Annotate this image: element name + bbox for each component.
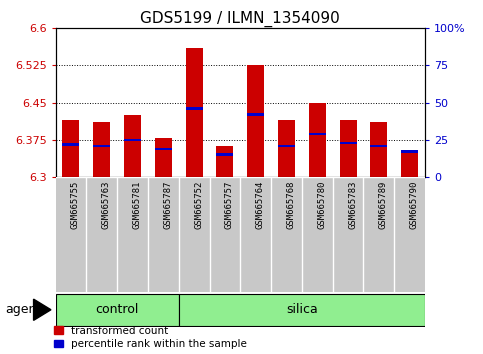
Bar	[401, 150, 418, 177]
Text: GSM665757: GSM665757	[225, 181, 234, 229]
Bar	[185, 48, 202, 177]
Text: silica: silica	[286, 303, 318, 315]
Bar	[93, 144, 110, 147]
Text: GSM665790: GSM665790	[410, 181, 419, 229]
Legend: transformed count, percentile rank within the sample: transformed count, percentile rank withi…	[54, 326, 247, 349]
Text: GSM665763: GSM665763	[102, 181, 111, 229]
Bar	[309, 133, 326, 135]
Bar	[155, 148, 172, 150]
Bar	[401, 150, 418, 153]
Bar	[278, 144, 295, 147]
Bar	[247, 113, 264, 116]
Bar	[62, 120, 79, 177]
Bar	[216, 146, 233, 177]
Text: control: control	[96, 303, 139, 315]
Text: GSM665768: GSM665768	[286, 181, 296, 229]
Text: GSM665783: GSM665783	[348, 181, 357, 229]
Bar	[62, 143, 79, 145]
Bar	[124, 139, 141, 141]
Bar	[340, 142, 356, 144]
Bar	[340, 120, 356, 177]
Bar	[93, 122, 110, 177]
Polygon shape	[34, 299, 51, 320]
Title: GDS5199 / ILMN_1354090: GDS5199 / ILMN_1354090	[141, 11, 340, 27]
FancyBboxPatch shape	[56, 294, 179, 326]
Text: GSM665789: GSM665789	[379, 181, 388, 229]
Bar	[216, 153, 233, 156]
Text: GSM665764: GSM665764	[256, 181, 265, 229]
Bar	[278, 120, 295, 177]
Bar	[185, 107, 202, 110]
Bar	[124, 115, 141, 177]
Bar	[309, 103, 326, 177]
Text: GSM665752: GSM665752	[194, 181, 203, 229]
Bar	[370, 122, 387, 177]
Text: GSM665755: GSM665755	[71, 181, 80, 229]
FancyBboxPatch shape	[179, 294, 425, 326]
Text: GSM665780: GSM665780	[317, 181, 327, 229]
Text: GSM665781: GSM665781	[132, 181, 142, 229]
Text: agent: agent	[5, 303, 41, 316]
Bar	[370, 144, 387, 147]
Bar	[247, 65, 264, 177]
Text: GSM665787: GSM665787	[163, 181, 172, 229]
Bar	[155, 138, 172, 177]
